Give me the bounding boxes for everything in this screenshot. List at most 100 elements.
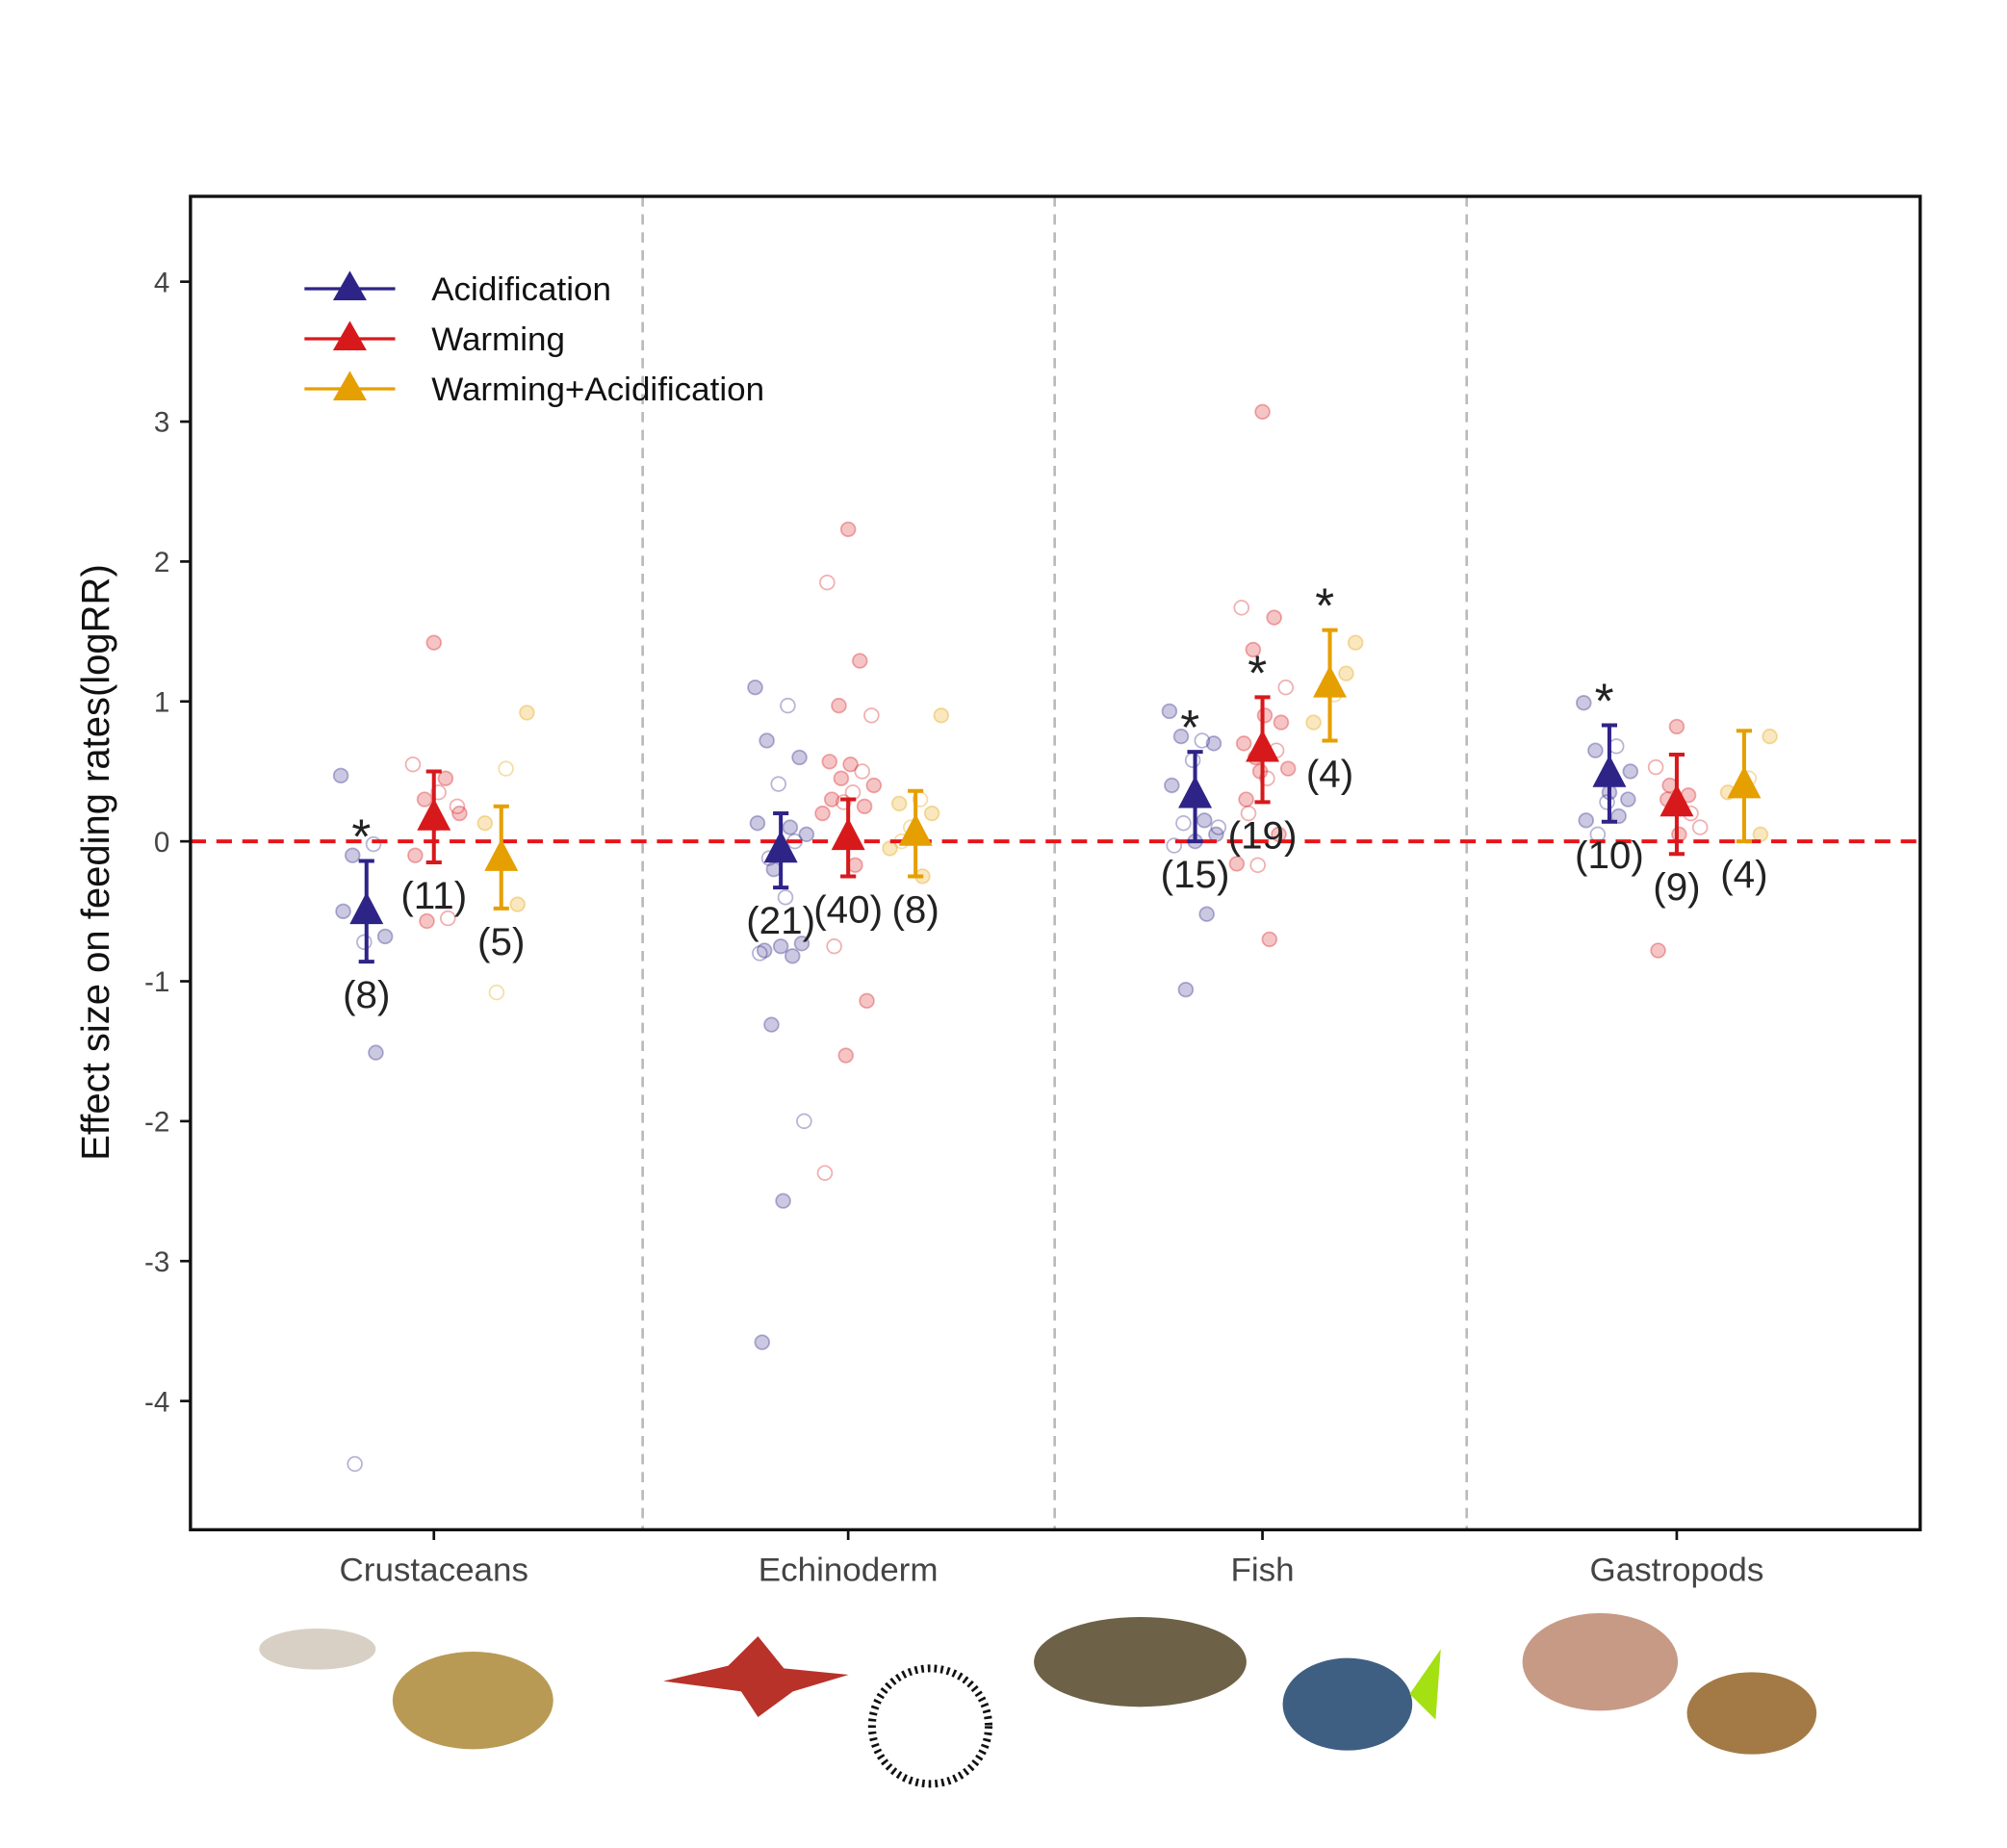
n-label: (5) bbox=[477, 920, 525, 963]
raw-point bbox=[449, 798, 466, 814]
raw-point bbox=[1691, 819, 1709, 835]
significance-star: * bbox=[1595, 674, 1614, 729]
raw-point bbox=[1196, 812, 1213, 829]
raw-point bbox=[890, 795, 908, 812]
raw-point bbox=[1254, 403, 1271, 421]
raw-point bbox=[763, 1016, 780, 1033]
y-tick-label: -3 bbox=[144, 1246, 169, 1278]
raw-point bbox=[1228, 856, 1246, 872]
raw-point bbox=[1622, 763, 1639, 780]
raw-point bbox=[1271, 826, 1287, 843]
raw-point bbox=[1650, 942, 1666, 959]
raw-point bbox=[1251, 763, 1269, 780]
raw-point bbox=[1256, 707, 1274, 724]
n-label: (10) bbox=[1575, 834, 1644, 877]
organism-icons bbox=[259, 1613, 1817, 1788]
tang-tail-icon bbox=[1409, 1649, 1441, 1720]
raw-point bbox=[837, 1047, 854, 1064]
raw-point bbox=[404, 756, 422, 773]
raw-point bbox=[865, 777, 883, 794]
raw-point bbox=[1338, 665, 1354, 681]
x-tick-label: Echinoderm bbox=[759, 1552, 939, 1589]
raw-point bbox=[344, 847, 361, 863]
n-label: (4) bbox=[1306, 753, 1353, 796]
n-label: (15) bbox=[1161, 853, 1230, 896]
legend-marker bbox=[332, 270, 367, 300]
legend-marker bbox=[332, 321, 367, 350]
raw-point bbox=[1305, 714, 1322, 731]
n-label: (8) bbox=[343, 973, 390, 1016]
raw-point bbox=[1233, 600, 1250, 616]
raw-point bbox=[451, 805, 468, 822]
x-tick-label: Gastropods bbox=[1589, 1552, 1763, 1589]
starfish-icon bbox=[663, 1636, 849, 1717]
raw-point bbox=[814, 805, 831, 822]
raw-point bbox=[1668, 718, 1685, 735]
raw-point bbox=[368, 1044, 384, 1061]
raw-point bbox=[791, 749, 808, 766]
y-tick-label: -1 bbox=[144, 966, 169, 998]
y-tick-label: 2 bbox=[154, 547, 169, 578]
mean-marker bbox=[1178, 776, 1213, 808]
raw-point bbox=[1238, 791, 1254, 808]
raw-point bbox=[1279, 760, 1297, 777]
raw-point bbox=[437, 770, 454, 786]
raw-point bbox=[1259, 770, 1275, 786]
y-tick-label: 0 bbox=[154, 827, 169, 859]
raw-point bbox=[1671, 826, 1687, 843]
raw-point bbox=[796, 1113, 812, 1130]
raw-point bbox=[1273, 714, 1290, 731]
raw-point bbox=[1578, 812, 1594, 829]
raw-point bbox=[407, 847, 424, 863]
mean-marker bbox=[1660, 783, 1694, 817]
raw-point bbox=[1164, 777, 1180, 794]
raw-point bbox=[332, 767, 349, 784]
raw-point bbox=[777, 889, 794, 906]
raw-point bbox=[1762, 728, 1778, 745]
n-label: (9) bbox=[1653, 865, 1700, 909]
legend-label: Warming bbox=[431, 321, 565, 358]
raw-point bbox=[1172, 728, 1190, 745]
raw-point bbox=[836, 794, 852, 810]
raw-point bbox=[376, 928, 394, 945]
raw-point bbox=[365, 835, 382, 853]
raw-point bbox=[1249, 857, 1266, 874]
n-label: (11) bbox=[400, 874, 467, 917]
raw-point bbox=[749, 815, 766, 832]
mean-marker bbox=[831, 817, 865, 851]
y-tick-label: -2 bbox=[144, 1107, 169, 1139]
raw-point bbox=[1177, 982, 1195, 998]
raw-point bbox=[1587, 742, 1604, 758]
raw-point bbox=[335, 903, 351, 920]
raw-point bbox=[425, 634, 443, 651]
mean-marker bbox=[1592, 755, 1627, 787]
grouper-icon bbox=[1034, 1617, 1247, 1707]
raw-point bbox=[851, 653, 868, 669]
mean-marker bbox=[417, 798, 451, 831]
separators bbox=[641, 196, 1469, 1530]
raw-point bbox=[430, 784, 447, 801]
raw-point bbox=[1245, 641, 1262, 658]
shrimp-icon bbox=[259, 1629, 376, 1670]
raw-point bbox=[847, 857, 863, 874]
significance-star: * bbox=[351, 809, 371, 864]
mean-marker bbox=[484, 838, 519, 871]
raw-point bbox=[1347, 634, 1364, 651]
raw-point bbox=[488, 984, 505, 1001]
raw-point bbox=[347, 1455, 363, 1473]
mean-marker bbox=[1727, 765, 1762, 799]
raw-point bbox=[782, 819, 799, 835]
raw-point bbox=[826, 937, 842, 955]
raw-point bbox=[356, 934, 373, 950]
murex-icon bbox=[1522, 1613, 1679, 1711]
raw-point bbox=[1277, 680, 1295, 696]
raw-point bbox=[1161, 703, 1178, 720]
raw-point bbox=[772, 937, 789, 955]
raw-point bbox=[821, 754, 838, 770]
raw-point bbox=[842, 756, 859, 773]
raw-point bbox=[1266, 609, 1282, 626]
raw-point bbox=[775, 1193, 791, 1209]
raw-point bbox=[1261, 931, 1278, 948]
mean-marker bbox=[1246, 730, 1280, 762]
raw-point bbox=[833, 770, 850, 786]
